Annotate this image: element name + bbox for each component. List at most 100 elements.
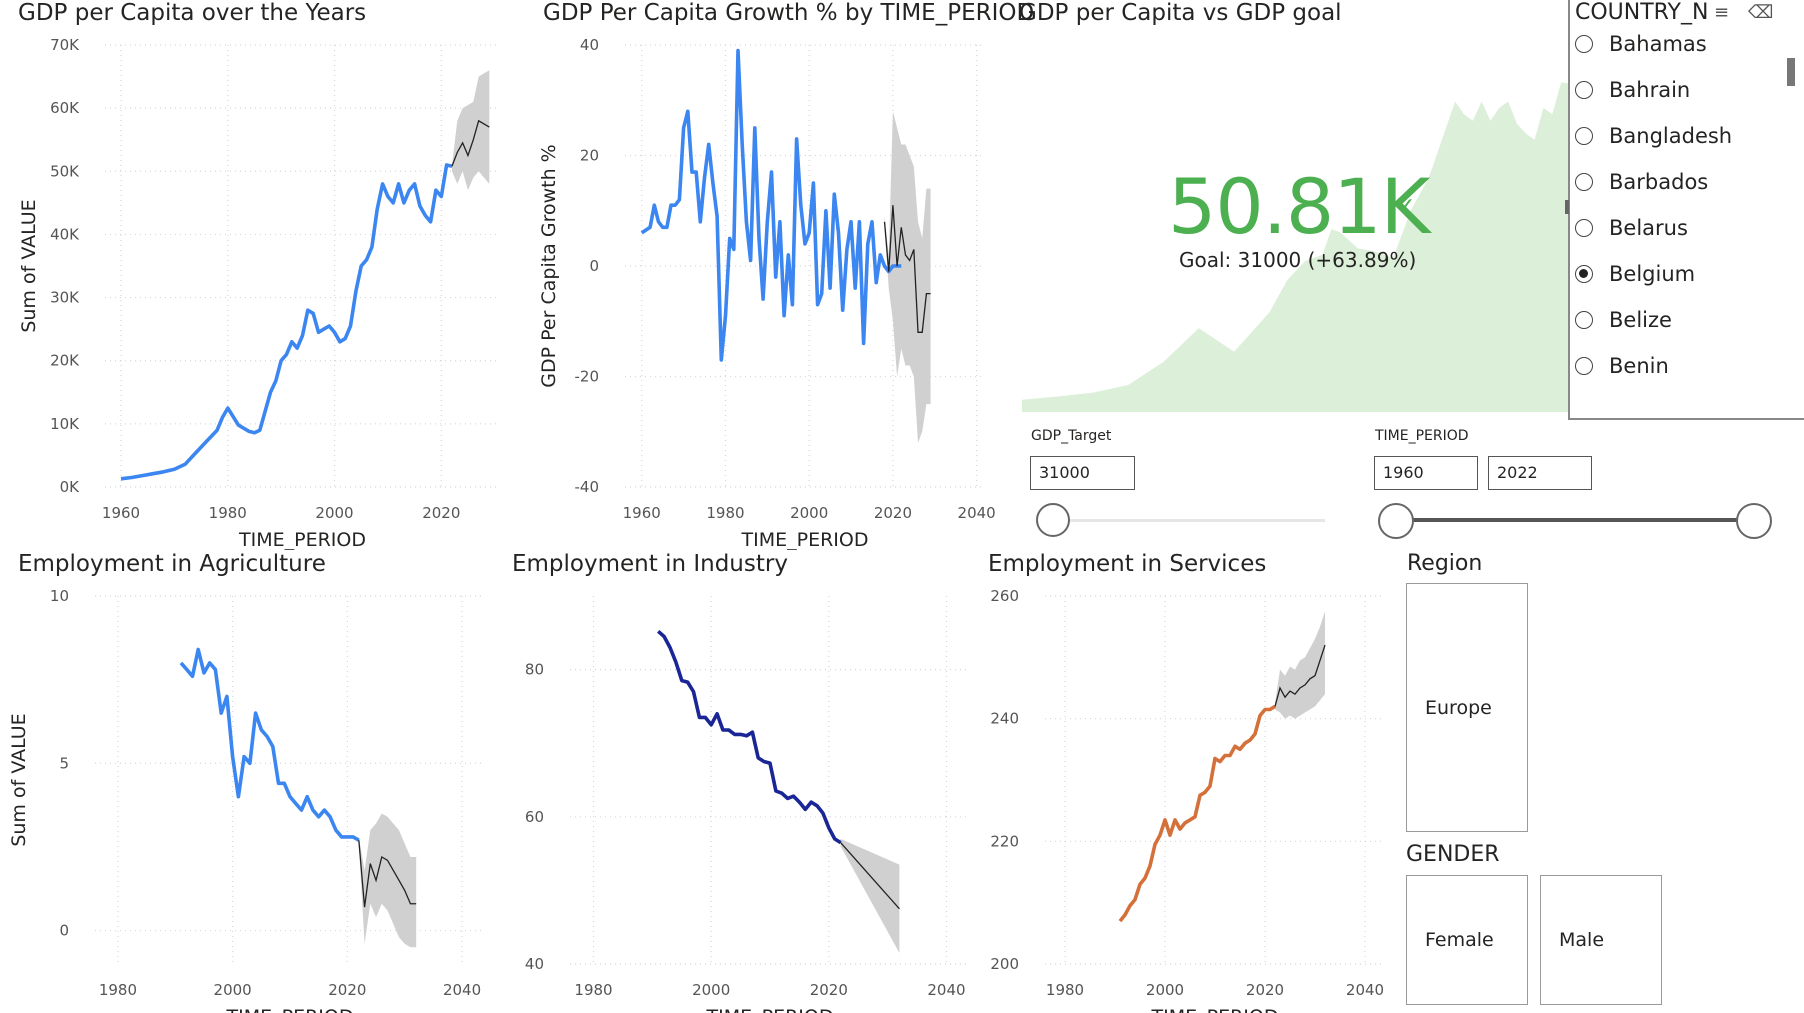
- y-tick-label: 70K: [50, 36, 80, 54]
- country-item-belize[interactable]: Belize: [1575, 308, 1672, 332]
- y-tick-label: 0: [589, 257, 599, 275]
- radio-icon[interactable]: [1575, 35, 1593, 53]
- radio-icon[interactable]: [1575, 81, 1593, 99]
- x-axis-title: TIME_PERIOD: [1151, 1006, 1279, 1013]
- time-period-from-input[interactable]: 1960: [1374, 456, 1478, 490]
- gender-tile-label: Male: [1559, 929, 1605, 951]
- forecast-confidence-band: [1275, 611, 1325, 719]
- forecast-confidence-band: [840, 838, 900, 953]
- country-item-belarus[interactable]: Belarus: [1575, 216, 1688, 240]
- y-tick-label: 50K: [50, 162, 80, 180]
- series-line: [1118, 704, 1276, 923]
- gdp-target-slider-handle[interactable]: [1036, 503, 1070, 537]
- y-tick-label: 5: [59, 754, 69, 772]
- radio-icon[interactable]: [1575, 173, 1593, 191]
- radio-icon[interactable]: [1575, 219, 1593, 237]
- series-line: [640, 48, 902, 362]
- x-tick-label: 1980: [209, 504, 247, 522]
- y-tick-label: 0: [59, 922, 69, 940]
- y-tick-label: 60: [525, 808, 544, 826]
- country-item-barbados[interactable]: Barbados: [1575, 170, 1708, 194]
- series-line: [120, 163, 453, 481]
- radio-icon[interactable]: [1575, 127, 1593, 145]
- x-axis-title: TIME_PERIOD: [706, 1006, 834, 1013]
- y-tick-label: 80: [525, 661, 544, 679]
- kpi-trend-area-fill: [1022, 82, 1570, 412]
- forecast-line: [358, 840, 417, 908]
- country-item-label: Benin: [1609, 354, 1669, 378]
- country-slicer-header: COUNTRY_N: [1575, 0, 1709, 25]
- country-item-bangladesh[interactable]: Bangladesh: [1575, 124, 1732, 148]
- gender-tile-female[interactable]: Female: [1406, 875, 1528, 1005]
- region-tile-europe[interactable]: Europe: [1406, 583, 1528, 832]
- slicer-resize-handle[interactable]: [1565, 200, 1569, 214]
- x-tick-label: 2000: [214, 981, 252, 999]
- y-axis-title: GDP Per Capita Growth %: [538, 144, 560, 387]
- x-tick-label: 2020: [874, 504, 912, 522]
- radio-icon[interactable]: [1575, 311, 1593, 329]
- country-item-label: Belgium: [1609, 262, 1696, 286]
- time-period-slider-start-handle[interactable]: [1378, 503, 1414, 539]
- gdp-over-years-chart[interactable]: 0K 10K 20K 30K 40K 50K 60K 70K 1960 1980 2000 2020 T…: [0, 30, 510, 550]
- radio-icon[interactable]: [1575, 357, 1593, 375]
- gdp-growth-title: GDP Per Capita Growth % by TIME_PERIOD: [543, 0, 1035, 26]
- x-tick-label: 2020: [422, 504, 460, 522]
- country-item-bahamas[interactable]: Bahamas: [1575, 32, 1707, 56]
- emp-services-chart[interactable]: 2002202402601980200020202040TIME_PERIODS…: [985, 580, 1405, 1013]
- kpi-check-icon: ✓: [1397, 194, 1416, 219]
- y-tick-label: 260: [990, 587, 1019, 605]
- country-item-benin[interactable]: Benin: [1575, 354, 1669, 378]
- country-item-label: Barbados: [1609, 170, 1709, 194]
- x-tick-label: 2020: [328, 981, 366, 999]
- country-item-belgium[interactable]: Belgium: [1575, 262, 1695, 286]
- x-axis-title: TIME_PERIOD: [226, 1006, 354, 1013]
- country-item-bahrain[interactable]: Bahrain: [1575, 78, 1690, 102]
- y-tick-label: 40: [580, 36, 599, 54]
- y-tick-label: 200: [990, 955, 1019, 973]
- forecast-confidence-band: [358, 813, 417, 948]
- y-tick-label: -20: [575, 368, 600, 386]
- emp-agri-chart[interactable]: 0 5 10 1980 2000 2020 2040 TIME_PERIOD Sum of VA…: [0, 580, 510, 1013]
- emp-agri-title: Employment in Agriculture: [18, 551, 326, 577]
- country-item-label: Bahamas: [1609, 32, 1707, 56]
- region-tile-label: Europe: [1425, 696, 1492, 719]
- country-slicer[interactable]: [1568, 0, 1804, 420]
- radio-selected-icon[interactable]: [1575, 265, 1593, 283]
- x-tick-label: 1980: [1046, 981, 1084, 999]
- kpi-trend-area: [1022, 82, 1570, 412]
- slicer-scrollbar-thumb[interactable]: [1787, 58, 1795, 86]
- filter-icon[interactable]: ≡: [1714, 2, 1730, 23]
- emp-services-title: Employment in Services: [988, 551, 1267, 577]
- kpi-goal-text: Goal: 31000 (+63.89%): [1179, 248, 1417, 272]
- y-tick-label: 220: [990, 832, 1019, 850]
- time-period-slider-track[interactable]: [1396, 518, 1754, 522]
- gdp-target-slider-track[interactable]: [1040, 519, 1325, 522]
- gdp-target-label: GDP_Target: [1031, 428, 1112, 444]
- series-line: [657, 629, 842, 845]
- kpi-value: 50.81K: [1168, 162, 1430, 251]
- x-tick-label: 1960: [623, 504, 661, 522]
- x-tick-label: 2040: [443, 981, 481, 999]
- x-tick-label: 2000: [692, 981, 730, 999]
- x-tick-label: 2020: [810, 981, 848, 999]
- x-axis-title: TIME_PERIOD: [741, 529, 869, 550]
- time-period-to-input[interactable]: 2022: [1488, 456, 1592, 490]
- x-axis-title: TIME_PERIOD: [238, 529, 366, 550]
- forecast-line: [840, 842, 900, 910]
- y-tick-label: 60K: [50, 99, 80, 117]
- y-tick-label: 30K: [50, 289, 80, 307]
- y-axis-title: Sum of VALUE: [18, 199, 40, 332]
- y-tick-label: 40: [525, 955, 544, 973]
- y-tick-label: 20K: [50, 352, 80, 370]
- time-period-slider-end-handle[interactable]: [1736, 503, 1772, 539]
- gdp-over-years-title: GDP per Capita over the Years: [18, 0, 367, 26]
- x-tick-label: 2040: [1346, 981, 1384, 999]
- eraser-icon[interactable]: ⌫: [1748, 2, 1774, 23]
- country-item-label: Bangladesh: [1609, 124, 1733, 148]
- gdp-target-input[interactable]: 31000: [1030, 456, 1135, 490]
- gender-tile-male[interactable]: Male: [1540, 875, 1662, 1005]
- forecast-confidence-band: [451, 70, 490, 191]
- series-line: [179, 647, 360, 842]
